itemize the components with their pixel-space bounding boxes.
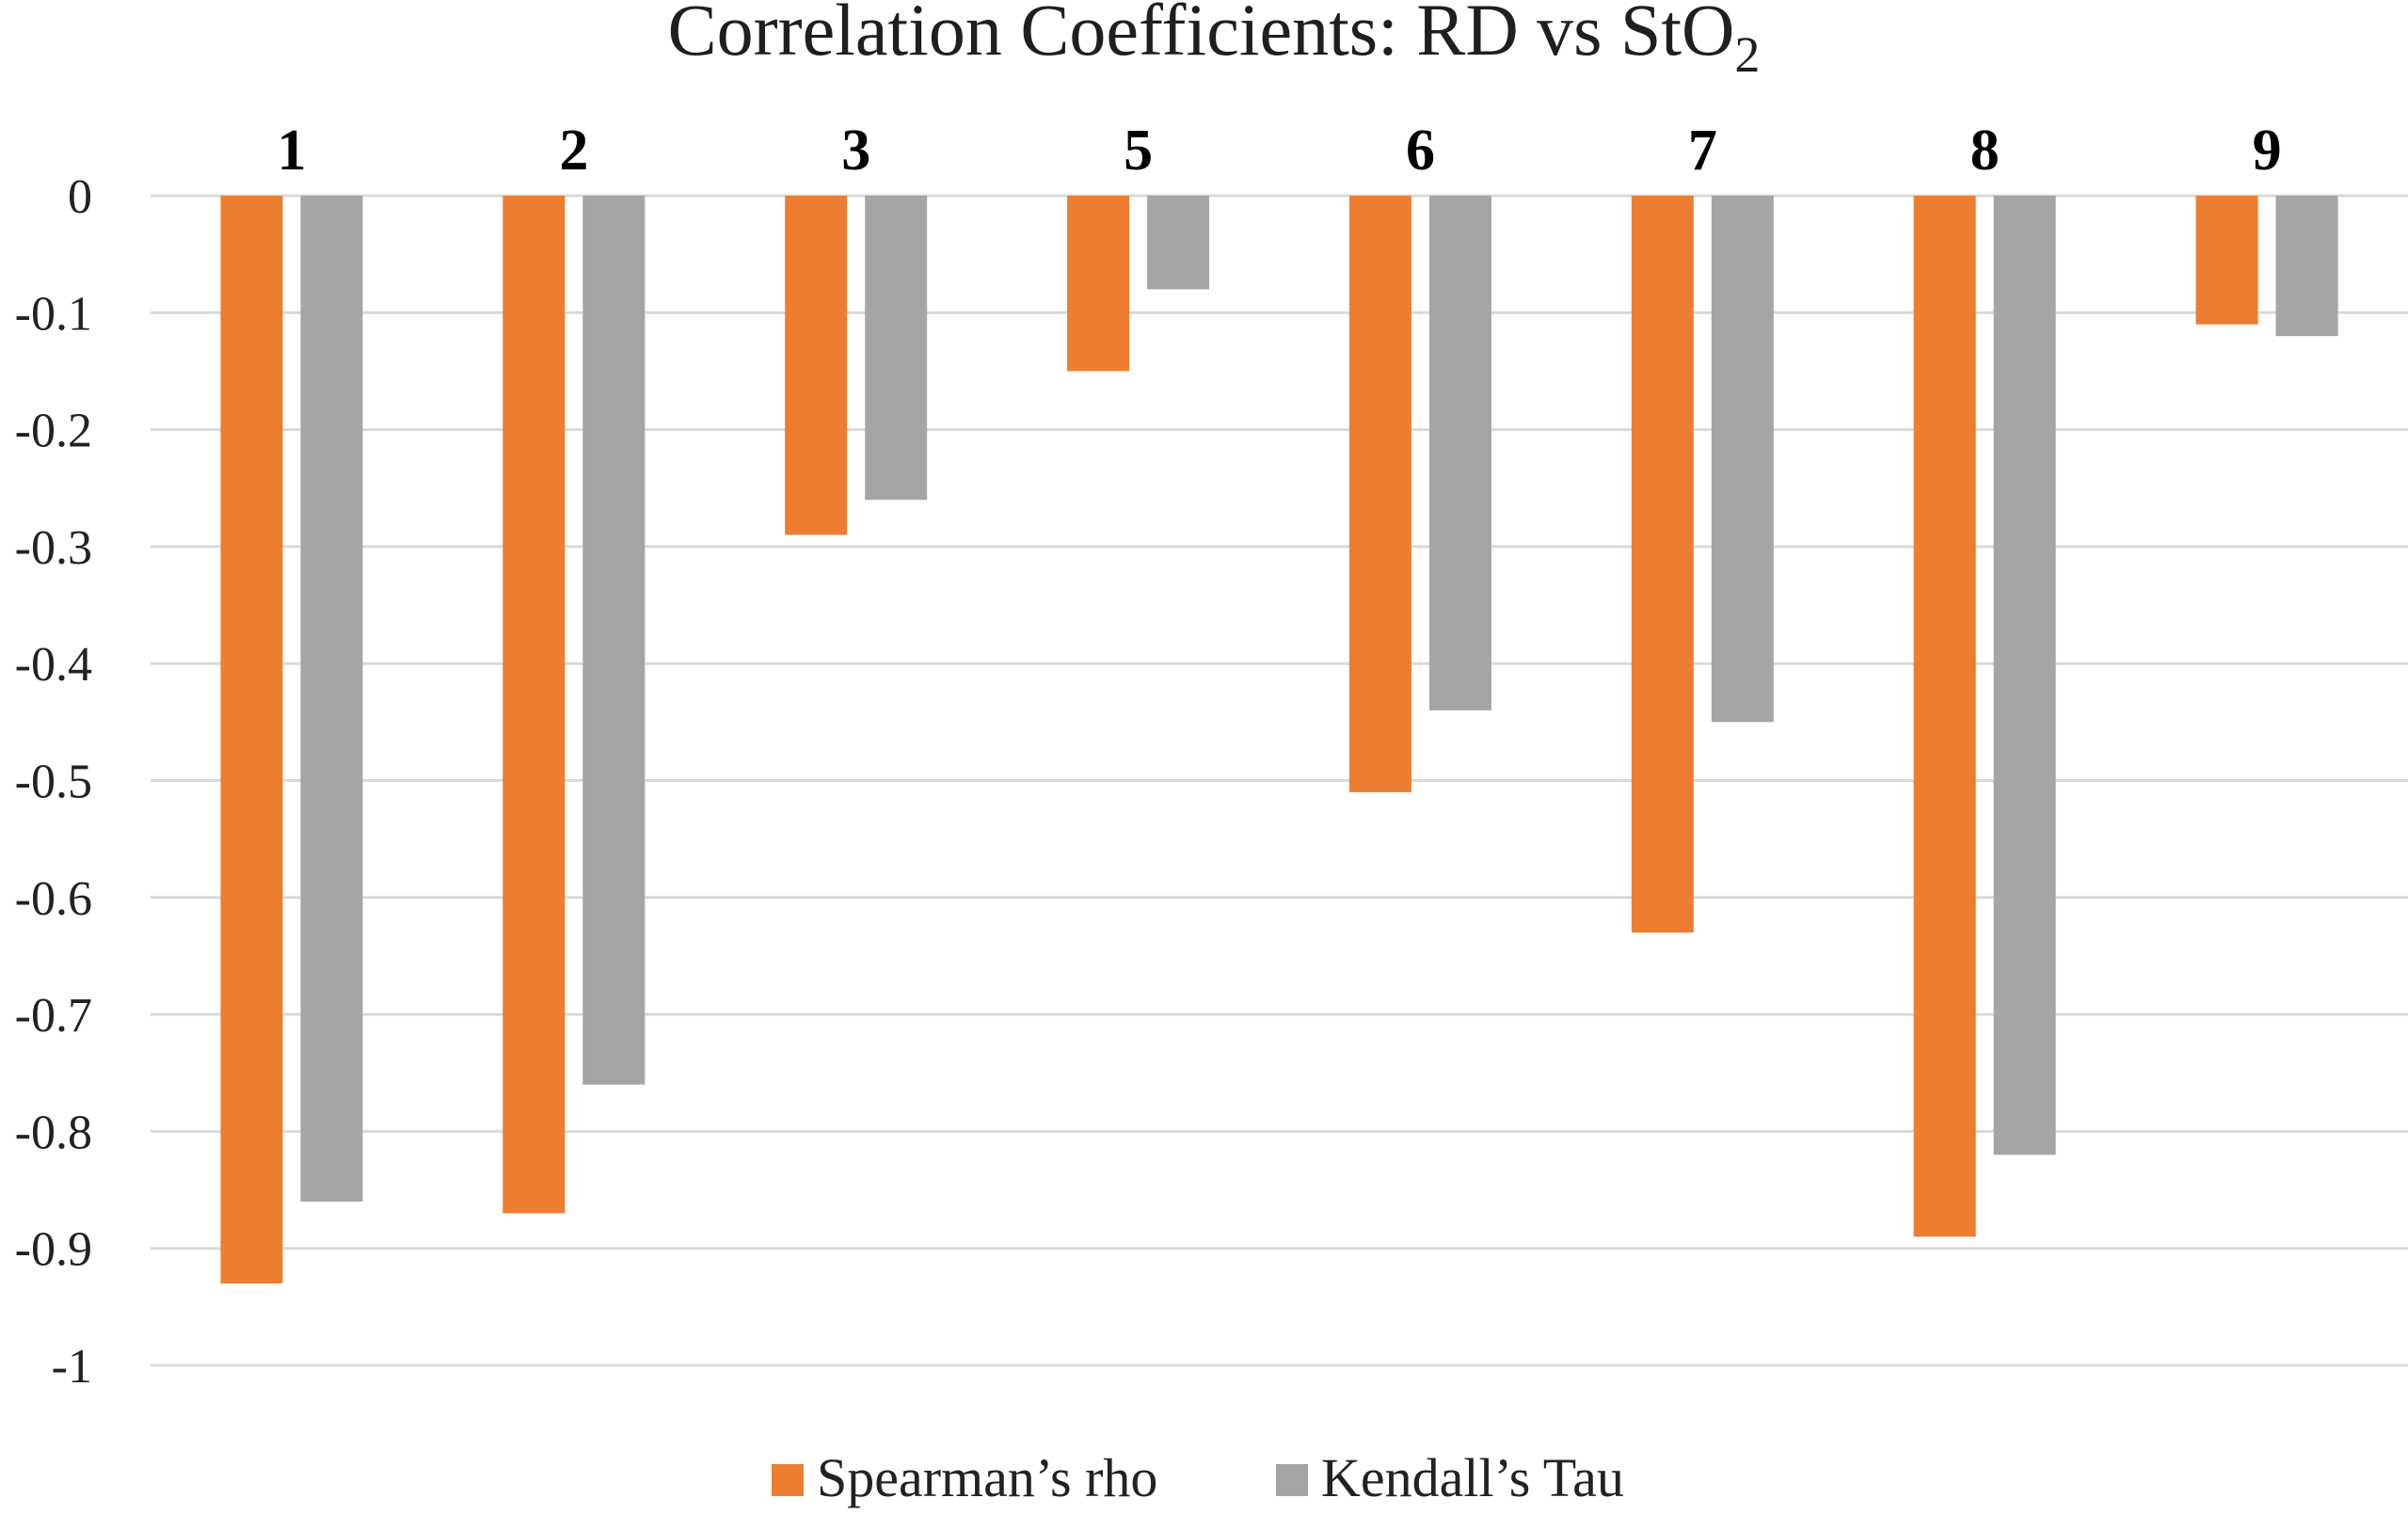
category-label: 6: [1406, 119, 1435, 183]
bar-kendall-cat-6: [1428, 196, 1491, 710]
category-label: 7: [1688, 119, 1717, 183]
bar-spearman-cat-3: [785, 196, 848, 535]
bar-spearman-cat-8: [1913, 196, 1976, 1237]
bar-kendall-cat-9: [2275, 196, 2338, 337]
category-label: 2: [559, 119, 588, 183]
legend-swatch-spearman: [772, 1464, 804, 1496]
bar-spearman-cat-6: [1348, 196, 1411, 792]
bar-kendall-cat-3: [865, 196, 928, 501]
legend: Spearman’s rho Kendall’s Tau: [772, 1447, 1624, 1508]
bar-spearman-cat-1: [220, 196, 283, 1283]
category-label: 3: [841, 119, 870, 183]
bar-series: [220, 196, 2338, 1283]
chart-title-main: Correlation Coefficients: RD vs StO: [668, 0, 1735, 71]
chart-title-subscript: 2: [1734, 26, 1760, 83]
y-tick-label: -0.4: [15, 638, 92, 692]
legend-swatch-kendall: [1276, 1464, 1308, 1496]
category-label: 9: [2253, 119, 2282, 183]
category-labels: 1 2 3 5 6 7 8 9: [277, 119, 2281, 183]
y-tick-label: 0: [68, 170, 92, 224]
bar-spearman-cat-9: [2195, 196, 2258, 325]
category-label: 8: [1970, 119, 2000, 183]
category-label: 1: [277, 119, 306, 183]
bar-spearman-cat-5: [1067, 196, 1130, 372]
bar-kendall-cat-1: [300, 196, 363, 1202]
y-axis-ticks: 0 -0.1 -0.2 -0.3 -0.4 -0.5 -0.6 -0.7 -0.8 -0.9 -1: [15, 170, 92, 1394]
y-tick-label: -0.8: [15, 1106, 92, 1159]
y-tick-label: -0.7: [15, 989, 92, 1043]
gridlines: [151, 194, 2408, 1367]
y-tick-label: -1: [52, 1340, 92, 1394]
bar-kendall-cat-7: [1711, 196, 1774, 723]
y-tick-label: -0.1: [15, 287, 92, 341]
legend-label-kendall: Kendall’s Tau: [1321, 1447, 1624, 1508]
y-tick-label: -0.6: [15, 872, 92, 926]
y-tick-label: -0.2: [15, 405, 92, 458]
chart-title: Correlation Coefficients: RD vs StO2: [668, 0, 1761, 83]
y-tick-label: -0.5: [15, 756, 92, 809]
legend-label-spearman: Spearman’s rho: [817, 1447, 1157, 1508]
y-tick-label: -0.3: [15, 521, 92, 575]
bar-kendall-cat-5: [1147, 196, 1210, 290]
bar-spearman-cat-7: [1631, 196, 1694, 933]
y-tick-label: -0.9: [15, 1223, 92, 1277]
bar-kendall-cat-2: [582, 196, 646, 1085]
bar-kendall-cat-8: [1993, 196, 2056, 1155]
bar-spearman-cat-2: [502, 196, 566, 1214]
category-label: 5: [1124, 119, 1153, 183]
